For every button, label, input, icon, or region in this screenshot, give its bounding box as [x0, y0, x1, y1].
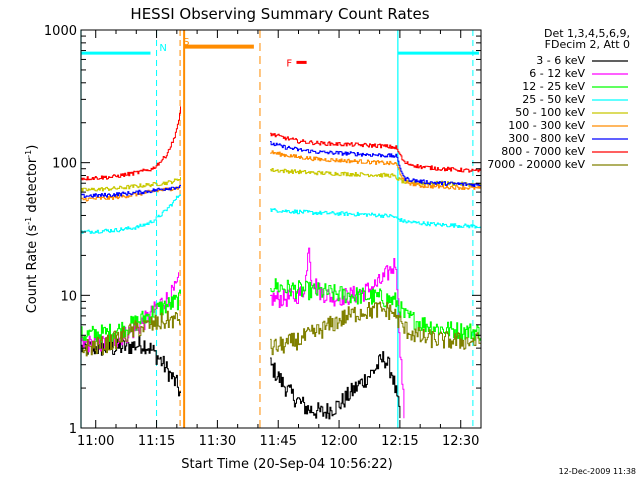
series-line-7-b [270, 132, 482, 173]
plot-frame [80, 29, 482, 429]
legend-entry-1: 6 - 12 keV [529, 67, 585, 80]
x-axis-label: Start Time (20-Sep-04 10:56:22) [181, 457, 392, 472]
timestamp: 12-Dec-2009 11:38 [559, 467, 636, 476]
legend-header-line2: FDecim 2, Att 0 [545, 38, 630, 51]
saa-label: S [183, 37, 189, 48]
series-2 [81, 278, 482, 343]
series-line-5-b [270, 150, 482, 190]
series-line-4-a [81, 177, 181, 192]
series-3 [81, 194, 482, 234]
legend-entry-4: 50 - 100 keV [515, 106, 585, 119]
series-line-3-b [270, 208, 482, 229]
x-tick-label-0: 11:00 [77, 434, 114, 449]
x-tick-label-4: 12:00 [320, 434, 357, 449]
series-line-0-a [81, 336, 181, 397]
series-line-2-a [81, 289, 181, 343]
legend-header-line1: Det 1,3,4,5,6,9, [544, 27, 630, 40]
y-tick-label-3: 1000 [44, 24, 77, 39]
series-6 [81, 141, 482, 198]
y-axis-label-mid: detector [25, 157, 40, 217]
y-tick-label-0: 1 [69, 422, 77, 437]
series-0 [81, 336, 401, 420]
series-line-4-b [270, 168, 482, 187]
x-tick-label-6: 12:30 [442, 434, 479, 449]
series-line-0-b [270, 351, 401, 420]
legend-entry-3: 25 - 50 keV [522, 93, 585, 106]
series-line-1-b [270, 247, 405, 419]
legend-entry-6: 300 - 800 keV [508, 132, 585, 145]
y-tick-label-2: 100 [52, 157, 77, 172]
flare-label: F [286, 58, 292, 69]
x-tick-label-3: 11:45 [259, 434, 296, 449]
legend-entry-8: 7000 - 20000 keV [487, 158, 585, 171]
x-tick-label-5: 12:15 [381, 434, 418, 449]
legend-entry-2: 12 - 25 keV [522, 80, 585, 93]
observing-state-overlays: N S F [80, 30, 479, 428]
axes-layer: 11:00 11:15 11:30 11:45 12:00 12:15 12:30 1 10 10… [44, 24, 482, 449]
y-axis-label-sup2: -1 [24, 150, 33, 158]
series-line-6-b [270, 141, 482, 187]
legend-entry-5: 100 - 300 keV [508, 119, 585, 132]
y-axis-label-main: Count Rate (s [25, 225, 40, 314]
series-line-7-a [81, 106, 181, 181]
legend-entry-0: 3 - 6 keV [536, 54, 585, 67]
y-axis-label-sup1: -1 [24, 217, 33, 225]
chart-title: HESSI Observing Summary Count Rates [130, 5, 429, 23]
y-axis-label-end: ) [25, 145, 40, 150]
series-7 [81, 106, 482, 181]
legend-entry-7: 800 - 7000 keV [501, 145, 585, 158]
series-line-8-b [270, 301, 482, 356]
night-label: N [159, 43, 166, 54]
series-8 [81, 301, 482, 357]
series-line-2-b [270, 278, 482, 341]
series-line-3-a [81, 194, 181, 234]
y-axis-label: Count Rate (s-1 detector-1) [24, 145, 40, 314]
series-layer [81, 106, 482, 420]
x-tick-label-2: 11:30 [199, 434, 236, 449]
series-line-8-a [81, 310, 181, 357]
series-line-6-a [81, 184, 181, 198]
y-tick-label-1: 10 [60, 289, 77, 304]
x-tick-label-1: 11:15 [138, 434, 175, 449]
